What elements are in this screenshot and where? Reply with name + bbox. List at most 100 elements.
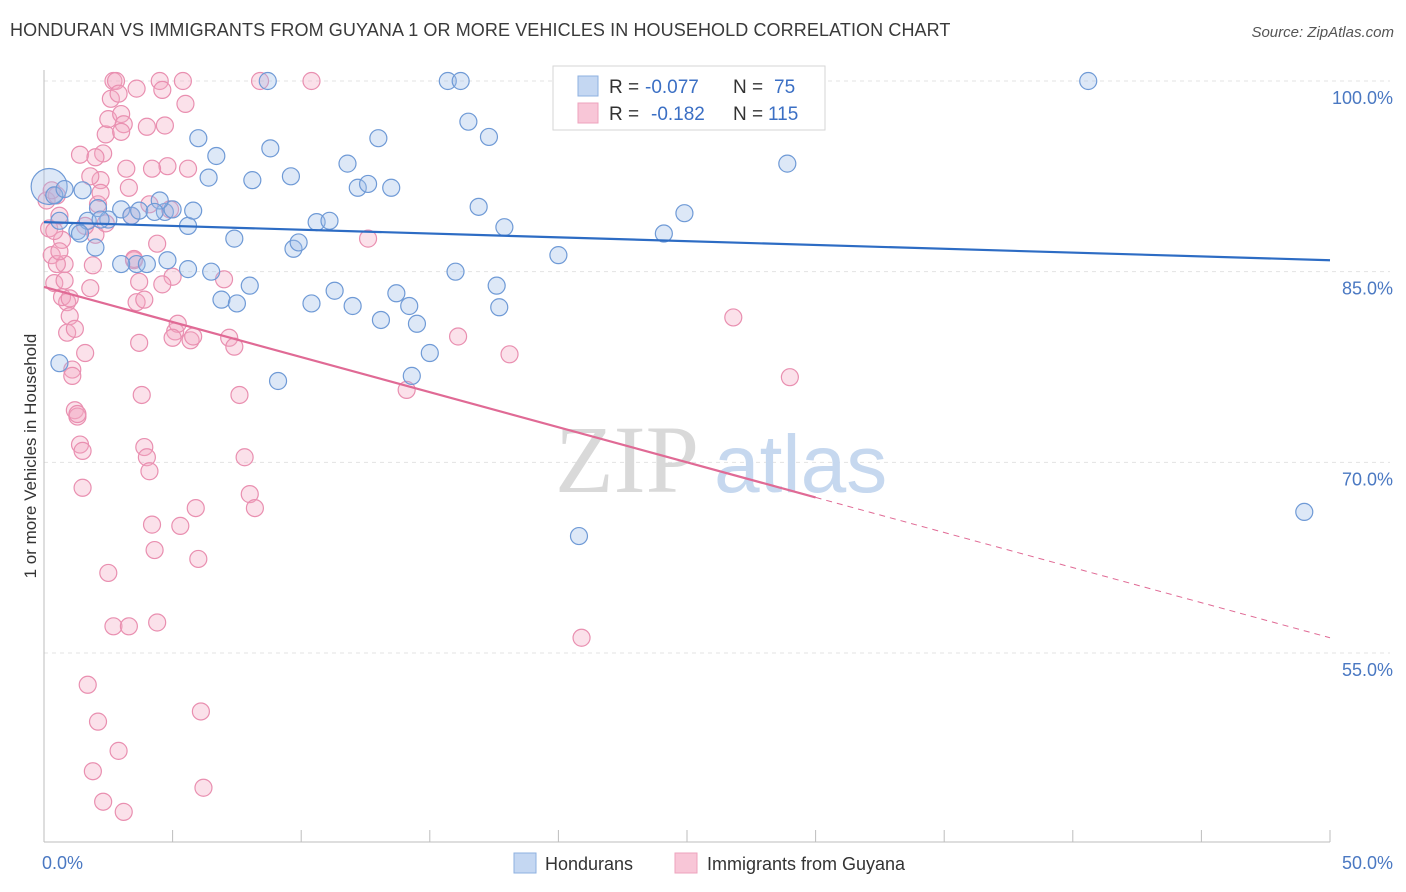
hondurans-point-30 xyxy=(289,233,308,252)
hondurans-point-15 xyxy=(163,200,182,219)
hondurans-point-26 xyxy=(240,276,259,295)
x-tick-label-0: 0.0% xyxy=(42,853,83,873)
hondurans-point-70 xyxy=(50,354,69,373)
hondurans-point-24 xyxy=(225,229,244,248)
guyana-point-87 xyxy=(94,792,113,811)
guyana-point-30 xyxy=(117,159,136,178)
guyana-point-40 xyxy=(142,515,162,534)
grid-lines xyxy=(44,80,1390,654)
y-tick-label-0: 55.0% xyxy=(1342,660,1393,680)
guyana-point-36 xyxy=(132,385,151,405)
watermark: ZIP atlas xyxy=(555,406,887,513)
guyana-point-56 xyxy=(184,327,203,346)
trend-lines xyxy=(43,220,1331,639)
hondurans-trend-line xyxy=(43,220,1331,262)
hondurans-point-23 xyxy=(212,290,231,309)
hondurans-point-25 xyxy=(243,171,262,190)
guyana-point-14 xyxy=(73,478,92,497)
legend-n-value-2: 115 xyxy=(768,104,798,125)
legend-r-value-2: -0.182 xyxy=(651,104,705,125)
guyana-point-106 xyxy=(65,319,84,338)
hondurans-point-52 xyxy=(495,218,514,237)
bottom-legend-swatch-guyana xyxy=(674,852,698,874)
hondurans-point-34 xyxy=(348,178,367,197)
guyana-point-59 xyxy=(191,702,210,721)
hondurans-point-66 xyxy=(268,371,288,391)
hondurans-point-21 xyxy=(189,129,208,148)
guyana-point-57 xyxy=(186,498,205,518)
legend-r-value-1: -0.077 xyxy=(645,77,699,98)
hondurans-point-58 xyxy=(778,154,797,173)
hondurans-point-47 xyxy=(459,112,478,131)
hondurans-point-20 xyxy=(207,146,226,166)
hondurans-point-46 xyxy=(446,262,465,281)
hondurans-point-42 xyxy=(420,343,439,363)
hondurans-point-0 xyxy=(30,167,68,206)
guyana-point-86 xyxy=(88,712,108,731)
hondurans-point-36 xyxy=(369,129,388,148)
guyana-point-45 xyxy=(155,116,174,135)
legend-n-label-1: N = xyxy=(733,77,763,98)
hondurans-point-16 xyxy=(158,251,177,270)
hondurans-point-38 xyxy=(387,284,406,303)
guyana-point-15 xyxy=(76,343,95,363)
guyana-point-77 xyxy=(42,181,61,200)
series-hondurans-points xyxy=(30,71,1314,546)
guyana-point-92 xyxy=(119,617,138,636)
hondurans-point-49 xyxy=(479,127,499,147)
hondurans-point-19 xyxy=(199,168,218,187)
guyana-point-64 xyxy=(230,385,249,405)
guyana-point-76 xyxy=(780,368,799,387)
guyana-point-67 xyxy=(245,498,265,518)
hondurans-point-37 xyxy=(382,178,401,197)
legend: R = -0.077 N = 75 R = -0.182 N = 115 xyxy=(552,65,826,131)
guyana-point-109 xyxy=(127,79,146,98)
guyana-point-104 xyxy=(55,271,74,290)
guyana-point-60 xyxy=(194,778,213,797)
hondurans-point-17 xyxy=(150,191,169,210)
x-tick-label-1: 50.0% xyxy=(1342,853,1393,873)
hondurans-point-48 xyxy=(469,197,488,216)
legend-n-value-1: 75 xyxy=(774,77,795,98)
guyana-point-88 xyxy=(99,563,118,583)
guyana-point-94 xyxy=(130,272,149,291)
guyana-point-73 xyxy=(500,345,519,364)
guyana-point-68 xyxy=(250,71,270,91)
hondurans-point-67 xyxy=(202,262,221,281)
guyana-point-101 xyxy=(91,183,110,202)
guyana-point-74 xyxy=(572,628,591,647)
hondurans-point-62 xyxy=(302,294,321,313)
hondurans-point-9 xyxy=(86,238,105,257)
bottom-legend-swatch-hondurans xyxy=(513,852,537,874)
guyana-point-72 xyxy=(448,327,468,346)
guyana-point-35 xyxy=(130,333,149,352)
hondurans-point-45 xyxy=(451,71,470,91)
y-tick-label-3: 100.0% xyxy=(1332,88,1393,108)
hondurans-point-59 xyxy=(1079,71,1098,91)
y-axis-label: 1 or more Vehicles in Household xyxy=(21,334,40,579)
guyana-point-70 xyxy=(358,229,378,248)
hondurans-point-69 xyxy=(137,254,156,274)
hondurans-point-64 xyxy=(343,296,362,316)
guyana-point-69 xyxy=(302,71,321,91)
hondurans-point-33 xyxy=(338,154,357,173)
hondurans-point-50 xyxy=(487,276,506,295)
hondurans-point-40 xyxy=(371,310,391,330)
guyana-point-27 xyxy=(109,84,128,103)
guyana-point-1 xyxy=(40,219,59,238)
hondurans-point-32 xyxy=(320,211,339,230)
guyana-point-39 xyxy=(140,462,159,481)
guyana-point-54 xyxy=(178,159,198,178)
guyana-point-112 xyxy=(148,234,167,253)
hondurans-point-3 xyxy=(55,179,74,199)
hondurans-point-71 xyxy=(70,224,90,243)
hondurans-point-54 xyxy=(569,526,589,546)
guyana-point-22 xyxy=(96,125,115,144)
guyana-point-97 xyxy=(70,145,90,164)
guyana-point-17 xyxy=(83,256,102,275)
hondurans-point-44 xyxy=(438,71,457,91)
hondurans-point-57 xyxy=(675,204,694,223)
guyana-point-95 xyxy=(135,290,154,309)
guyana-point-48 xyxy=(163,267,182,286)
guyana-point-81 xyxy=(63,366,82,385)
